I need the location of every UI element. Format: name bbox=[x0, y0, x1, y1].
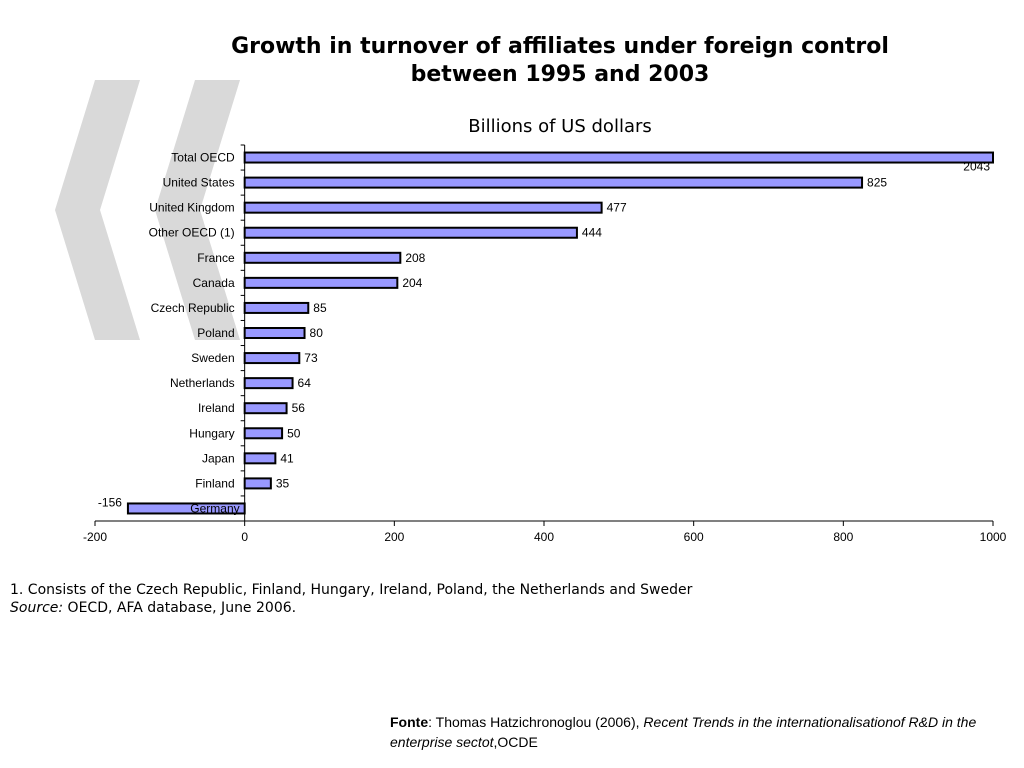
bar bbox=[243, 327, 306, 339]
chevron-shape-right bbox=[155, 80, 240, 340]
background-chevron-watermark bbox=[55, 80, 240, 340]
x-tick-label: 0 bbox=[241, 530, 248, 544]
category-label: Sweden bbox=[191, 351, 234, 365]
bar bbox=[243, 402, 288, 415]
bar bbox=[126, 502, 246, 515]
x-tick-label: 200 bbox=[384, 530, 404, 544]
chart-subtitle: Billions of US dollars bbox=[468, 116, 652, 137]
category-label: France bbox=[197, 251, 235, 265]
value-label: 73 bbox=[304, 351, 318, 365]
value-label: 825 bbox=[867, 176, 887, 190]
category-label: Canada bbox=[193, 276, 235, 290]
category-label: Japan bbox=[202, 451, 235, 465]
category-label: Netherlands bbox=[170, 376, 235, 390]
bar bbox=[243, 151, 994, 164]
chart-title-line-1: Growth in turnover of affiliates under f… bbox=[231, 34, 889, 59]
value-label: 41 bbox=[280, 451, 294, 465]
value-label: -156 bbox=[98, 495, 122, 509]
category-label: Hungary bbox=[189, 426, 234, 440]
value-label: 477 bbox=[607, 201, 627, 215]
footnote-block: 1. Consists of the Czech Republic, Finla… bbox=[10, 581, 692, 617]
fonte-label: Fonte bbox=[390, 714, 429, 730]
bar bbox=[243, 427, 284, 440]
source-line: Source: OECD, AFA database, June 2006. bbox=[10, 599, 692, 617]
bar bbox=[243, 201, 603, 214]
bar bbox=[243, 352, 301, 365]
fonte-citation: Fonte: Thomas Hatzichronoglou (2006), Re… bbox=[390, 712, 990, 752]
category-label: Czech Republic bbox=[151, 301, 235, 315]
source-text: OECD, AFA database, June 2006. bbox=[63, 600, 297, 616]
bar bbox=[243, 377, 294, 390]
bar bbox=[243, 226, 578, 239]
fonte-end: ,OCDE bbox=[493, 734, 538, 750]
category-label: United States bbox=[163, 176, 235, 190]
value-label: 444 bbox=[582, 226, 602, 240]
category-label: United Kingdom bbox=[149, 201, 234, 215]
category-label: Other OECD (1) bbox=[149, 226, 235, 240]
x-tick-label: 600 bbox=[684, 530, 704, 544]
value-label: 50 bbox=[287, 426, 301, 440]
bar bbox=[243, 301, 310, 314]
category-label: Total OECD bbox=[171, 151, 235, 165]
category-label: Ireland bbox=[198, 401, 235, 415]
x-tick-label: 400 bbox=[534, 530, 554, 544]
value-label: 56 bbox=[292, 401, 306, 415]
value-label: 208 bbox=[405, 251, 425, 265]
chevron-shape-left bbox=[55, 80, 140, 340]
value-label: 80 bbox=[310, 326, 324, 340]
fonte-title: Recent Trends in the internationalisatio… bbox=[390, 714, 977, 750]
bar bbox=[243, 452, 277, 465]
value-label: 35 bbox=[276, 476, 290, 490]
chart-title-line-2: between 1995 and 2003 bbox=[410, 62, 710, 87]
bar bbox=[243, 477, 272, 490]
value-label: 64 bbox=[298, 376, 312, 390]
chart-title: Growth in turnover of affiliates under f… bbox=[120, 33, 1000, 89]
source-label: Source: bbox=[10, 600, 64, 616]
footnote-1: 1. Consists of the Czech Republic, Finla… bbox=[10, 582, 693, 598]
value-label: 204 bbox=[402, 276, 422, 290]
x-tick-label: -200 bbox=[83, 530, 107, 544]
bar bbox=[243, 251, 402, 264]
value-label: 85 bbox=[313, 301, 327, 315]
x-tick-label: 1000 bbox=[980, 530, 1007, 544]
value-label: 2043 bbox=[963, 160, 990, 174]
category-label: Poland bbox=[197, 326, 234, 340]
bar-chart: -200 0 200 400 600 800 1000 Total OECD 2043 Unite… bbox=[83, 144, 1007, 544]
bar bbox=[243, 276, 399, 289]
bar bbox=[243, 176, 864, 189]
fonte-text: : Thomas Hatzichronoglou (2006), bbox=[428, 714, 644, 730]
category-label: Germany bbox=[190, 501, 239, 515]
x-tick-label: 800 bbox=[833, 530, 853, 544]
category-label: Finland bbox=[195, 476, 234, 490]
